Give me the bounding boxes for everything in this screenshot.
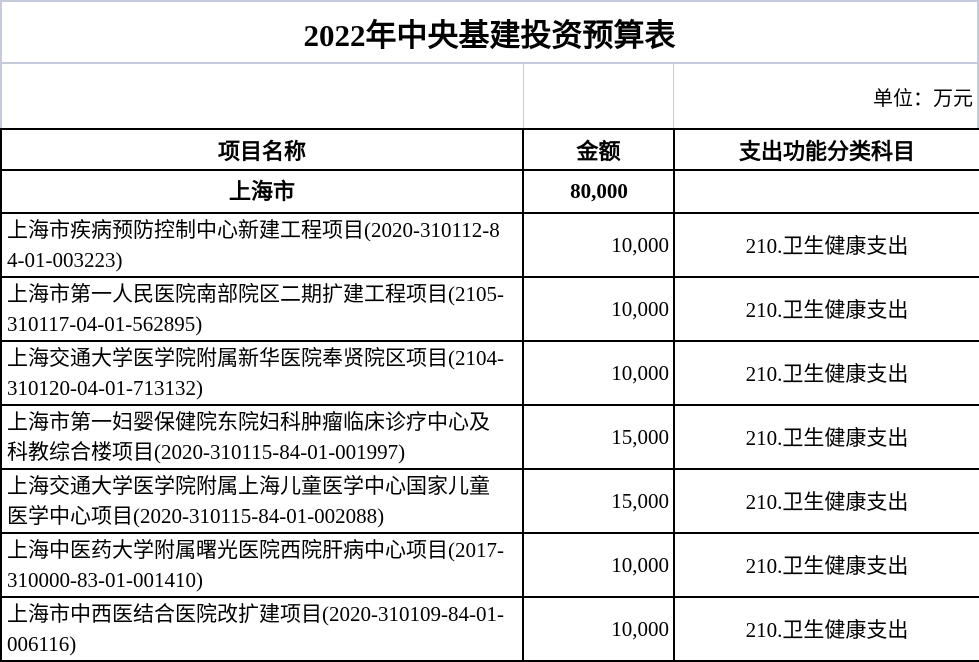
category-cell: 210.卫生健康支出 bbox=[673, 340, 979, 406]
table-row: 上海市疾病预防控制中心新建工程项目(2020-310112-84-01-0032… bbox=[0, 212, 979, 278]
summary-row: 上海市 80,000 bbox=[0, 169, 979, 214]
unit-label: 单位：万元 bbox=[873, 87, 973, 110]
amount-cell: 10,000 bbox=[522, 212, 675, 278]
category-cell: 210.卫生健康支出 bbox=[673, 276, 979, 342]
project-name-cell: 上海交通大学医学院附属新华医院奉贤院区项目(2104-310120-04-01-… bbox=[0, 340, 524, 406]
category-cell: 210.卫生健康支出 bbox=[673, 212, 979, 278]
amount-cell: 15,000 bbox=[522, 468, 675, 534]
project-name-cell: 上海市疾病预防控制中心新建工程项目(2020-310112-84-01-0032… bbox=[0, 212, 524, 278]
category-cell: 210.卫生健康支出 bbox=[673, 532, 979, 598]
project-name-cell: 上海交通大学医学院附属上海儿童医学中心国家儿童医学中心项目(2020-31011… bbox=[0, 468, 524, 534]
project-name-cell: 上海市第一妇婴保健院东院妇科肿瘤临床诊疗中心及科教综合楼项目(2020-3101… bbox=[0, 404, 524, 470]
table-row: 上海中医药大学附属曙光医院西院肝病中心项目(2017-310000-83-01-… bbox=[0, 532, 979, 598]
amount-cell: 15,000 bbox=[522, 404, 675, 470]
project-name-cell: 上海市中西医结合医院改扩建项目(2020-310109-84-01-006116… bbox=[0, 596, 524, 662]
category-cell: 210.卫生健康支出 bbox=[673, 596, 979, 662]
column-header-category: 支出功能分类科目 bbox=[673, 128, 979, 171]
amount-cell: 10,000 bbox=[522, 596, 675, 662]
column-header-amount: 金额 bbox=[522, 128, 675, 171]
amount-cell: 10,000 bbox=[522, 532, 675, 598]
column-header-project-name: 项目名称 bbox=[0, 128, 524, 171]
summary-category-empty bbox=[673, 169, 979, 214]
unit-row: 单位：万元 bbox=[0, 62, 979, 128]
page-title: 2022年中央基建投资预算表 bbox=[0, 0, 979, 62]
project-name-cell: 上海中医药大学附属曙光医院西院肝病中心项目(2017-310000-83-01-… bbox=[0, 532, 524, 598]
amount-cell: 10,000 bbox=[522, 276, 675, 342]
table-row: 上海市第一人民医院南部院区二期扩建工程项目(2105-310117-04-01-… bbox=[0, 276, 979, 342]
project-name-cell: 上海市第一人民医院南部院区二期扩建工程项目(2105-310117-04-01-… bbox=[0, 276, 524, 342]
table-row: 上海市中西医结合医院改扩建项目(2020-310109-84-01-006116… bbox=[0, 596, 979, 662]
header-row: 项目名称 金额 支出功能分类科目 bbox=[0, 128, 979, 171]
unit-row-cell-amount bbox=[524, 64, 674, 128]
table-row: 上海交通大学医学院附属上海儿童医学中心国家儿童医学中心项目(2020-31011… bbox=[0, 468, 979, 534]
amount-cell: 10,000 bbox=[522, 340, 675, 406]
budget-table: 项目名称 金额 支出功能分类科目 上海市 80,000 上海市疾病预防控制中心新… bbox=[0, 128, 979, 662]
category-cell: 210.卫生健康支出 bbox=[673, 404, 979, 470]
summary-amount: 80,000 bbox=[522, 169, 675, 214]
summary-region-name: 上海市 bbox=[0, 169, 524, 214]
category-cell: 210.卫生健康支出 bbox=[673, 468, 979, 534]
table-row: 上海交通大学医学院附属新华医院奉贤院区项目(2104-310120-04-01-… bbox=[0, 340, 979, 406]
table-row: 上海市第一妇婴保健院东院妇科肿瘤临床诊疗中心及科教综合楼项目(2020-3101… bbox=[0, 404, 979, 470]
unit-row-cell-project bbox=[2, 64, 524, 128]
